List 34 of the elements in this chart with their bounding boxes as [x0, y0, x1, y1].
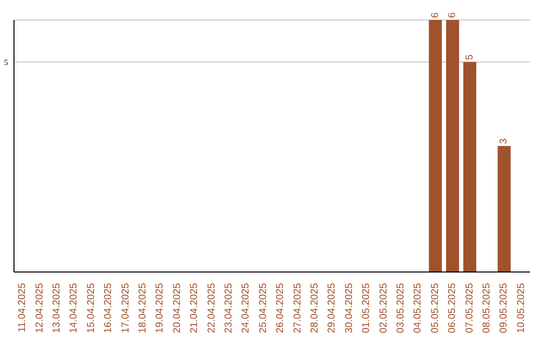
x-tick-label: 16.04.2025 [103, 282, 114, 334]
x-tick-label: 08.05.2025 [482, 282, 492, 334]
x-tick-label: 07.05.2025 [464, 282, 476, 334]
x-tick-label: 09.05.2025 [498, 282, 510, 334]
x-tick-label: 24.04.2025 [240, 282, 252, 334]
x-tick-label: 26.04.2025 [275, 282, 286, 334]
x-tick-label: 15.04.2025 [86, 282, 97, 334]
x-tick-label: 25.04.2025 [258, 282, 269, 334]
x-tick-label: 19.04.2025 [154, 282, 166, 334]
x-tick-label: 14.04.2025 [68, 282, 80, 334]
x-tick-label: 06.05.2025 [447, 282, 458, 334]
x-tick-label: 02.05.2025 [378, 282, 390, 334]
data-label: 5 [464, 54, 476, 60]
x-tick-label: 05.05.2025 [430, 282, 441, 334]
x-tick-label: 22.04.2025 [206, 282, 218, 334]
x-tick-label: 29.04.2025 [326, 282, 338, 334]
x-tick-label: 12.04.2025 [34, 282, 46, 334]
x-tick-label: 18.04.2025 [138, 282, 148, 334]
x-tick-label: 27.04.2025 [292, 282, 304, 334]
data-label: 3 [498, 138, 510, 144]
x-tick-label: 11.04.2025 [17, 282, 28, 332]
x-tick-label: 28.04.2025 [310, 282, 320, 334]
x-tick-label: 21.04.2025 [189, 282, 200, 334]
x-tick-label: 01.05.2025 [361, 282, 372, 334]
data-label: 6 [447, 12, 458, 18]
x-tick-label: 13.04.2025 [52, 282, 62, 334]
x-tick-label: 17.04.2025 [120, 282, 132, 334]
x-tick-label: 10.05.2025 [516, 282, 527, 334]
x-tick-label: 04.05.2025 [412, 282, 424, 334]
x-tick-label: 30.04.2025 [344, 282, 355, 334]
x-tick-label: 20.04.2025 [172, 282, 183, 334]
x-tick-label: 23.04.2025 [224, 282, 234, 334]
x-tick-label: 03.05.2025 [396, 282, 406, 334]
data-label: 6 [430, 12, 441, 18]
